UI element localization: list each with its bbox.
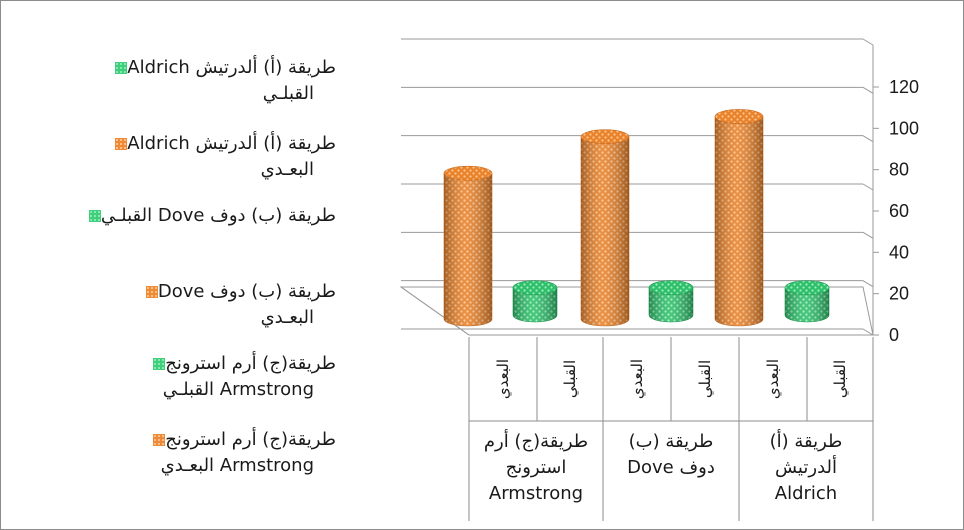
legend-entry: طريقة (أ) ألدرتيش Aldrich البعـدي (6, 131, 336, 183)
bar-post (714, 109, 764, 327)
bar-pre (512, 280, 558, 323)
legend-swatch (153, 358, 166, 370)
legend-text: طريقة (ب) دوف Dove (157, 281, 336, 302)
floor-edge (400, 286, 470, 336)
gridline-depth (862, 280, 874, 288)
legend-entry: طريقة (ب) دوف Dove القبلـي (6, 203, 336, 229)
y-tick-label: 120 (889, 77, 919, 97)
legend-text: طريقة (ب) دوف Dove القبلـي (100, 205, 336, 226)
sub-category-label: البعدي (494, 359, 513, 399)
legend-text: طريقة(ج) أرم استرونج (165, 353, 336, 374)
legend-entry-label-line2: Armstrong القبلـي (162, 379, 314, 400)
group-label-line: دوف Dove (627, 457, 715, 478)
y-tick-label: 60 (889, 201, 909, 221)
legend-entry-label-line2: البعـدي (260, 307, 314, 328)
legend-entry-label: طريقة (ب) دوف Dove (6, 279, 336, 305)
legend-text: طريقة (أ) ألدرتيش Aldrich (127, 133, 336, 154)
legend-entry-label-line2: Armstrong البعـدي (160, 455, 314, 476)
gridline-depth (862, 231, 874, 239)
legend-entry-label: طريقة (أ) ألدرتيش Aldrich (6, 131, 336, 157)
sub-category-label: البعدي (628, 359, 647, 399)
group-label-line: طريقة (ب) (628, 431, 714, 452)
group-label: طريقة (أ) ألدرتيش Aldrich (739, 429, 873, 507)
legend-entry-label: طريقة (ب) دوف Dove القبلـي (6, 203, 336, 229)
sub-category-label: القبلي (561, 360, 580, 398)
legend-entry: طريقة (ب) دوف Dove البعـدي (6, 279, 336, 331)
sub-category-label: البعدي (764, 359, 783, 399)
group-label-line: استرونج (505, 457, 567, 478)
gridline-depth (862, 135, 874, 143)
legend-entry-label-line2: القبلـي (262, 83, 314, 104)
y-tick-label: 100 (889, 118, 919, 138)
legend-entry-label-line2: البعـدي (260, 159, 314, 180)
group-label-line: ألدرتيش (774, 457, 837, 478)
legend-text: طريقة(ج) أرم استرونج (165, 429, 336, 450)
gridline-depth (862, 328, 874, 336)
bar-post (443, 165, 493, 327)
sub-category-label: القبلي (696, 360, 715, 398)
legend-entry-label: طريقة(ج) أرم استرونج (6, 427, 336, 453)
y-tick-label: 40 (889, 242, 909, 262)
y-axis: 0 20 40 60 80 100 120 (872, 45, 919, 345)
group-label-line: طريقة(ج) أرم (483, 431, 589, 452)
group-label: طريقة (ب) دوف Dove (603, 429, 739, 481)
y-tick-label: 0 (889, 325, 899, 345)
sub-category-label: القبلي (831, 360, 850, 398)
legend-swatch (115, 62, 128, 74)
group-label: طريقة(ج) أرم استرونج Armstrong (469, 429, 603, 507)
group-label-line: Armstrong (488, 483, 584, 504)
bar-pre (784, 280, 830, 323)
y-tick-label: 20 (889, 284, 909, 304)
legend-swatch (145, 286, 158, 298)
y-tick-label: 80 (889, 160, 909, 180)
gridline-depth (862, 38, 874, 46)
legend-swatch (115, 138, 128, 150)
bar-pre (648, 280, 694, 323)
legend-swatch (88, 210, 101, 222)
bars (443, 109, 830, 327)
legend-swatch (153, 434, 166, 446)
legend-entry: طريقة(ج) أرم استرونج Armstrong القبلـي (6, 351, 336, 403)
legend-entry-label: طريقة(ج) أرم استرونج (6, 351, 336, 377)
bar-post (580, 129, 630, 327)
gridline-depth (862, 183, 874, 191)
category-table: البعدي القبلي البعدي القبلي البعدي القبلي (468, 337, 874, 521)
gridline-depth (862, 86, 874, 94)
legend-text: طريقة (أ) ألدرتيش Aldrich (127, 57, 336, 78)
group-label-line: Aldrich (774, 483, 838, 504)
legend-entry: طريقة(ج) أرم استرونج Armstrong البعـدي (6, 427, 336, 479)
legend-entry-label: طريقة (أ) ألدرتيش Aldrich (6, 55, 336, 81)
legend-entry: طريقة (أ) ألدرتيش Aldrich القبلـي (6, 55, 336, 107)
group-label-line: طريقة (أ) (769, 431, 843, 452)
